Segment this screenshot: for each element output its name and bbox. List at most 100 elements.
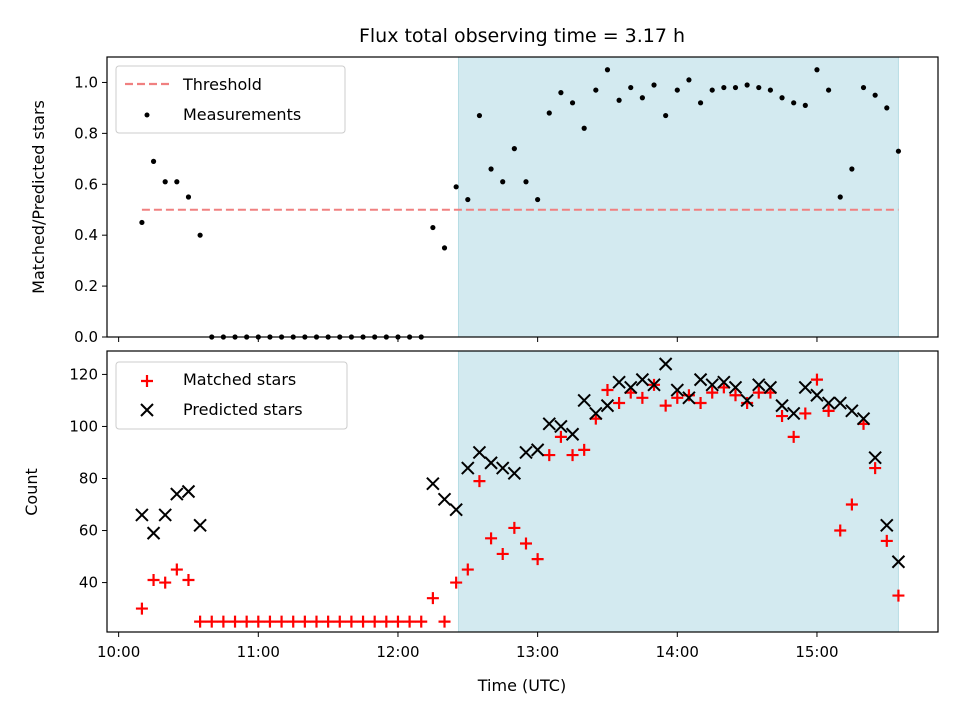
figure-title: Flux total observing time = 3.17 h: [359, 25, 685, 47]
predicted-star-point: [577, 393, 591, 408]
predicted-star-point: [658, 357, 673, 371]
y-tick-label: 60: [79, 522, 98, 540]
matched-star-point: [601, 384, 614, 397]
predicted-star-point: [856, 411, 871, 426]
measurement-point: [849, 166, 855, 172]
matched-star-point: [729, 389, 742, 402]
matched-star-point: [287, 615, 300, 628]
predicted-star-point: [682, 391, 696, 405]
x-tick-label: 11:00: [237, 643, 280, 661]
measurement-point: [639, 95, 645, 101]
predicted-star-point: [880, 518, 894, 533]
matched-star-point: [519, 537, 532, 550]
matched-star-point: [706, 386, 719, 399]
matched-star-point: [566, 449, 579, 462]
matched-star-point: [205, 615, 218, 628]
measurement-point: [500, 179, 506, 185]
measurement-point: [139, 219, 145, 226]
matched-stars-legend-swatch: [141, 375, 153, 387]
predicted-star-point: [496, 461, 510, 475]
count-axis-ticks: 40 60 80 100 120 10:00 11:00 12:00 13:00 14:00 15:…: [69, 365, 838, 661]
measurement-point: [860, 84, 867, 91]
matched-star-point: [810, 373, 823, 386]
matched-star-point: [531, 553, 544, 566]
predicted-star-point: [170, 487, 184, 501]
y-tick-label: 0.0: [74, 328, 98, 346]
y-tick-label: 120: [69, 365, 98, 383]
measurement-point: [511, 146, 517, 152]
matched-star-point: [391, 615, 404, 628]
matched-star-point: [659, 399, 672, 412]
measurement-point: [721, 84, 727, 91]
x-tick-label: 10:00: [97, 643, 140, 661]
measurements-legend-swatch: [144, 112, 150, 118]
measurement-point: [616, 97, 622, 103]
predicted-stars-legend-swatch: [140, 403, 154, 417]
predicted-star-point: [705, 378, 719, 392]
matched-star-point: [298, 615, 311, 628]
measurement-point: [814, 67, 820, 73]
predicted-star-point: [519, 445, 533, 460]
measurement-point: [430, 224, 436, 231]
predicted-star-point: [472, 445, 487, 460]
measurement-point: [872, 92, 878, 98]
measurement-point: [709, 87, 715, 93]
y-tick-label: 1.0: [74, 73, 98, 91]
matched-star-point: [671, 391, 684, 404]
count-legend: Matched stars Predicted stars: [115, 361, 348, 430]
measurement-point: [569, 100, 576, 106]
y-tick-label: 0.2: [74, 277, 98, 295]
matched-star-point: [380, 615, 393, 628]
measurement-point: [185, 194, 192, 200]
predicted-star-point: [530, 443, 545, 457]
measurement-point: [197, 232, 203, 238]
matched-star-point: [799, 407, 812, 420]
measurement-point: [837, 194, 843, 200]
y-tick-label: 80: [79, 469, 98, 487]
predicted-star-point: [833, 396, 847, 410]
y-tick-label: 40: [79, 574, 98, 592]
measurement-point: [825, 87, 832, 93]
matched-star-point: [252, 615, 265, 628]
y-tick-label: 0.8: [74, 124, 98, 142]
matched-star-point: [613, 397, 626, 410]
matched-star-point: [310, 615, 323, 628]
predicted-star-point: [507, 466, 522, 480]
count-plot-frame: [106, 350, 939, 633]
measurement-point: [628, 84, 634, 91]
predicted-star-point: [612, 375, 626, 389]
matched-star-point: [217, 615, 230, 628]
x-tick-label: 13:00: [516, 643, 559, 661]
measurement-point: [604, 67, 611, 73]
matched-star-point: [415, 615, 428, 628]
measurement-point: [895, 148, 902, 154]
matched-star-point: [485, 532, 498, 545]
predicted-star-point: [786, 406, 801, 421]
matched-star-point: [438, 615, 451, 628]
predicted-star-point: [821, 396, 836, 410]
measurement-point: [523, 179, 529, 185]
ratio-y-axis-label: Matched/Predicted stars: [29, 100, 48, 294]
matched-star-point: [578, 443, 591, 456]
predicted-star-point: [135, 508, 149, 522]
measurement-point: [581, 125, 587, 131]
matched-star-point: [229, 615, 242, 628]
measurement-point: [441, 245, 448, 251]
count-highlight-band: [457, 350, 899, 633]
predicted-star-point: [600, 398, 615, 413]
matched-star-point: [357, 615, 370, 628]
matched-star-point: [450, 576, 463, 589]
measurement-point: [744, 82, 750, 88]
measurement-point: [558, 90, 564, 96]
matched-star-point: [822, 404, 835, 417]
measurement-point: [453, 184, 459, 190]
measurement-point: [779, 95, 785, 101]
measurement-point: [686, 77, 692, 83]
matched-star-point: [345, 615, 358, 628]
predicted-star-point: [484, 456, 498, 470]
matched-star-point: [694, 397, 707, 410]
predicted-star-point: [670, 383, 685, 397]
predicted-stars-legend-label: Predicted stars: [183, 400, 303, 419]
predicted-star-point: [461, 461, 475, 475]
